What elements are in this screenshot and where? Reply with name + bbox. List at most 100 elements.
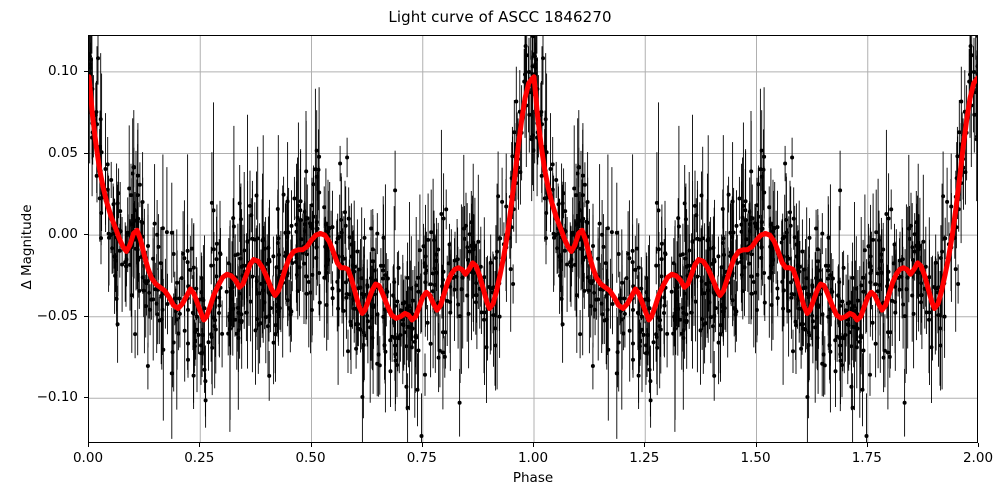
data-point <box>753 224 758 229</box>
data-point <box>887 354 892 359</box>
x-tick-mark <box>866 443 868 447</box>
data-point <box>720 241 725 245</box>
data-point <box>911 311 916 316</box>
data-point <box>878 283 883 287</box>
data-point <box>262 300 267 305</box>
data-point <box>433 283 438 287</box>
data-point <box>955 154 960 159</box>
data-point <box>304 291 309 296</box>
data-point <box>742 265 747 270</box>
data-point <box>673 318 678 323</box>
data-point <box>830 276 835 281</box>
data-point <box>868 254 873 259</box>
data-point <box>309 308 314 312</box>
data-point <box>199 290 204 295</box>
data-point <box>859 283 864 288</box>
data-point <box>267 291 271 296</box>
data-point <box>644 351 648 356</box>
data-point <box>788 223 793 228</box>
data-point <box>585 275 590 280</box>
data-point <box>636 373 641 378</box>
data-point <box>821 352 826 357</box>
data-point <box>523 72 527 77</box>
data-point <box>789 292 794 296</box>
data-point <box>710 261 715 266</box>
data-point <box>927 317 931 322</box>
data-point <box>431 271 436 276</box>
data-point <box>202 367 207 372</box>
data-point <box>304 252 309 257</box>
data-point <box>915 243 920 248</box>
data-point <box>373 278 378 283</box>
data-point <box>361 343 366 347</box>
data-point <box>304 274 309 279</box>
data-point <box>833 369 838 374</box>
data-point <box>315 226 320 231</box>
data-point <box>402 330 407 335</box>
data-point <box>781 288 786 293</box>
data-point <box>533 62 538 67</box>
data-point <box>682 319 687 323</box>
data-point <box>440 284 445 289</box>
data-point <box>327 226 332 230</box>
data-point <box>759 148 764 153</box>
data-point <box>134 246 138 251</box>
data-point <box>843 333 848 337</box>
data-point <box>838 358 843 363</box>
data-point <box>619 317 624 322</box>
data-point <box>907 236 912 241</box>
data-point <box>783 161 788 166</box>
data-point <box>616 340 621 345</box>
data-point <box>131 222 135 227</box>
data-point <box>593 307 598 312</box>
data-point <box>375 231 380 236</box>
data-point <box>404 384 409 389</box>
data-point <box>663 252 668 257</box>
data-point <box>621 331 626 336</box>
data-point <box>254 193 259 198</box>
data-point <box>853 309 858 314</box>
data-point <box>794 323 798 328</box>
data-point <box>845 322 850 327</box>
data-point <box>397 336 402 341</box>
data-point <box>577 208 582 213</box>
data-point <box>539 173 544 178</box>
data-point <box>398 333 403 337</box>
data-point <box>302 222 307 227</box>
data-point <box>234 331 239 336</box>
data-point <box>125 232 130 237</box>
data-point <box>371 303 376 308</box>
data-point-layer <box>89 36 977 438</box>
data-point <box>721 309 726 314</box>
data-point <box>889 207 894 212</box>
data-point <box>134 218 138 223</box>
data-point <box>388 369 393 374</box>
data-point <box>113 258 118 263</box>
data-point <box>239 264 244 269</box>
plot-area[interactable] <box>88 35 978 443</box>
data-point <box>730 235 735 239</box>
data-point <box>307 221 312 226</box>
data-point <box>135 193 140 198</box>
data-point <box>579 246 583 251</box>
y-tick-mark <box>84 397 88 399</box>
data-point <box>749 252 754 257</box>
data-point <box>810 319 815 324</box>
data-point <box>767 205 772 210</box>
data-point <box>749 291 754 296</box>
data-point <box>182 256 187 261</box>
data-point <box>941 194 946 199</box>
data-point <box>659 257 664 262</box>
data-point <box>684 312 689 317</box>
data-point <box>927 275 932 280</box>
data-point <box>99 150 104 155</box>
data-point <box>152 221 157 226</box>
data-point <box>210 345 215 350</box>
data-point <box>289 223 294 228</box>
data-point <box>760 226 765 231</box>
data-point <box>514 99 519 104</box>
data-point <box>242 248 247 253</box>
data-point <box>828 349 833 354</box>
data-point <box>158 261 163 266</box>
x-tick-label: 0.75 <box>406 450 437 466</box>
